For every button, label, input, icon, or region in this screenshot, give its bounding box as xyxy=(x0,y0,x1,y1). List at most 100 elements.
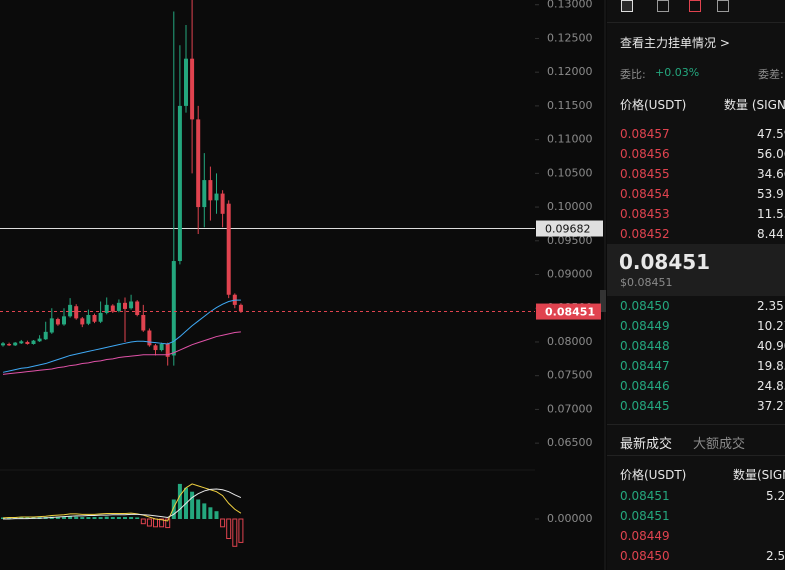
candle-body xyxy=(123,302,127,309)
macd-bar xyxy=(208,507,213,519)
candle-body xyxy=(129,301,134,309)
macd-bar xyxy=(68,516,73,519)
candle-body xyxy=(159,343,164,351)
last-price-label: 0.08451 xyxy=(545,306,595,319)
trade-amount: 5.23 xyxy=(766,489,785,503)
macd-line xyxy=(3,488,242,520)
candle-body xyxy=(7,343,12,346)
macd-bar xyxy=(214,511,219,519)
macd-bar xyxy=(165,518,171,529)
last-price-box xyxy=(536,303,601,320)
candle-body xyxy=(208,180,213,201)
candle-body xyxy=(184,58,188,106)
bid-price: 0.08448 xyxy=(620,339,670,353)
y-tick-label: 0.07000 xyxy=(547,402,593,415)
macd-tick-label: 0.00000 xyxy=(547,512,593,525)
macd-bar xyxy=(1,517,5,519)
y-tick-label: 0.10000 xyxy=(547,200,593,213)
y-tick-label: 0.08000 xyxy=(547,335,593,348)
trade-price: 0.08450 xyxy=(620,549,670,563)
y-tick-label: 0.11000 xyxy=(547,133,593,146)
divider xyxy=(607,22,785,23)
ask-amount: 34.66 xyxy=(757,167,785,181)
ask-amount: 11.53 xyxy=(757,207,785,221)
candle-body xyxy=(104,304,109,313)
ask-price: 0.08453 xyxy=(620,207,670,221)
collapse-handle[interactable] xyxy=(600,290,606,312)
ask-price: 0.08457 xyxy=(620,127,670,141)
candle-body xyxy=(165,343,170,357)
tab-large[interactable]: 大额成交 xyxy=(693,437,746,452)
layout-icon[interactable] xyxy=(689,0,701,12)
y-tick-label: 0.12500 xyxy=(547,31,593,44)
y-tick-label: 0.07500 xyxy=(547,369,593,382)
book-amount-header: 数量 (SIGN xyxy=(724,98,785,112)
candle-body xyxy=(153,345,158,351)
candle-body xyxy=(177,105,182,262)
mid-price: 0.08451 xyxy=(619,250,711,274)
diff-label: 委差: xyxy=(758,68,784,81)
chart-bg xyxy=(0,0,607,570)
ask-amount: 47.59 xyxy=(757,127,785,141)
bid-price: 0.08449 xyxy=(620,319,670,333)
macd-bar xyxy=(116,517,121,519)
ask-amount: 53.91 xyxy=(757,187,785,201)
macd-bar xyxy=(110,517,115,519)
macd-bar xyxy=(220,518,226,528)
candle-body xyxy=(25,341,30,344)
book-price-header: 价格(USDT) xyxy=(620,98,687,112)
layout-icon[interactable] xyxy=(621,0,633,12)
chart: 0.13000 0.12500 0.12000 0.11500 0.11000 0.105… xyxy=(0,0,607,570)
candle-body xyxy=(214,193,219,201)
layout-icon[interactable] xyxy=(717,0,729,12)
divider xyxy=(607,455,785,456)
candle-body xyxy=(37,338,42,342)
ask-price: 0.08456 xyxy=(620,147,670,161)
y-tick-label: 0.06500 xyxy=(547,436,593,449)
ask-amount: 8.44 xyxy=(757,227,784,241)
macd-bar xyxy=(123,517,127,519)
bid-price: 0.08447 xyxy=(620,359,670,373)
ratio-label: 委比: xyxy=(620,68,646,81)
candle-body xyxy=(55,319,60,325)
candle-body xyxy=(86,314,91,324)
candle-body xyxy=(19,341,24,344)
macd-bar xyxy=(86,517,91,519)
candle-body xyxy=(147,330,152,346)
macd-bar xyxy=(55,516,60,519)
candle-body xyxy=(190,58,195,120)
tab-latest[interactable]: 最新成交 xyxy=(620,437,673,452)
ma-line xyxy=(2,299,241,373)
ask-price: 0.08452 xyxy=(620,227,670,241)
macd-bar xyxy=(146,518,152,527)
macd-bar xyxy=(62,516,66,519)
bid-amount: 37.27 xyxy=(757,399,785,413)
macd-bar xyxy=(129,517,134,519)
divider xyxy=(607,424,785,425)
trade-price: 0.08449 xyxy=(620,529,670,543)
mid-band xyxy=(607,244,785,296)
macd-bar xyxy=(140,518,146,525)
main-orders-link[interactable]: 查看主力挂单情况 > xyxy=(620,36,730,50)
y-tick-label: 0.09000 xyxy=(547,268,593,281)
layout-icon[interactable] xyxy=(657,0,669,12)
macd-bar xyxy=(202,503,207,519)
macd-bar xyxy=(92,517,97,519)
bid-price: 0.08445 xyxy=(620,399,670,413)
macd-bar xyxy=(159,518,165,528)
marked-price-box xyxy=(536,220,603,237)
bid-amount: 10.27 xyxy=(757,319,785,333)
macd-bar xyxy=(104,516,109,519)
trade-price: 0.08451 xyxy=(620,489,670,503)
candle-body xyxy=(80,318,85,325)
mid-usd: $0.08451 xyxy=(620,276,673,289)
trades-amount-header: 数量(SIGN xyxy=(733,468,785,482)
trade-amount: 2.50 xyxy=(766,549,785,563)
candle-body xyxy=(202,180,207,208)
candle-body xyxy=(74,306,79,319)
candle-body xyxy=(141,314,146,331)
y-tick-label: 0.10500 xyxy=(547,166,593,179)
macd-line xyxy=(2,483,242,522)
bid-price: 0.08450 xyxy=(620,299,670,313)
marked-price-label: 0.09682 xyxy=(545,223,591,236)
